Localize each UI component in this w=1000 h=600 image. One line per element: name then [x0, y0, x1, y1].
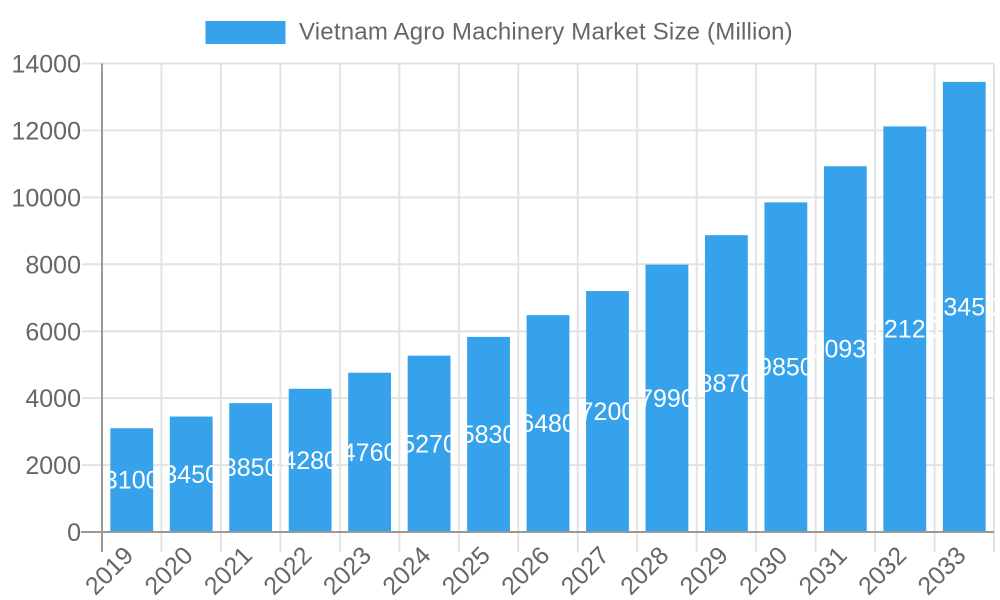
- svg-text:0: 0: [67, 519, 81, 547]
- svg-text:4760: 4760: [342, 439, 398, 467]
- svg-text:10000: 10000: [11, 184, 81, 212]
- svg-text:4280: 4280: [282, 447, 338, 475]
- svg-text:2000: 2000: [25, 452, 81, 480]
- svg-text:6000: 6000: [25, 318, 81, 346]
- svg-text:5270: 5270: [401, 430, 457, 458]
- svg-text:12000: 12000: [11, 118, 81, 146]
- svg-text:7990: 7990: [639, 385, 695, 413]
- svg-text:Vietnam Agro Machinery Market: Vietnam Agro Machinery Market Size (Mill…: [299, 19, 793, 46]
- svg-text:3850: 3850: [223, 454, 279, 482]
- svg-text:5830: 5830: [461, 421, 517, 449]
- svg-text:6480: 6480: [520, 410, 576, 438]
- svg-text:12120: 12120: [870, 316, 940, 344]
- svg-text:9850: 9850: [758, 354, 814, 382]
- svg-text:3450: 3450: [163, 461, 219, 489]
- svg-text:14000: 14000: [11, 51, 81, 79]
- svg-text:4000: 4000: [25, 385, 81, 413]
- svg-text:10930: 10930: [811, 336, 881, 364]
- svg-text:8870: 8870: [699, 370, 755, 398]
- svg-text:7200: 7200: [580, 398, 636, 426]
- svg-text:13450: 13450: [930, 293, 1000, 321]
- svg-text:8000: 8000: [25, 251, 81, 279]
- svg-text:3100: 3100: [104, 467, 160, 495]
